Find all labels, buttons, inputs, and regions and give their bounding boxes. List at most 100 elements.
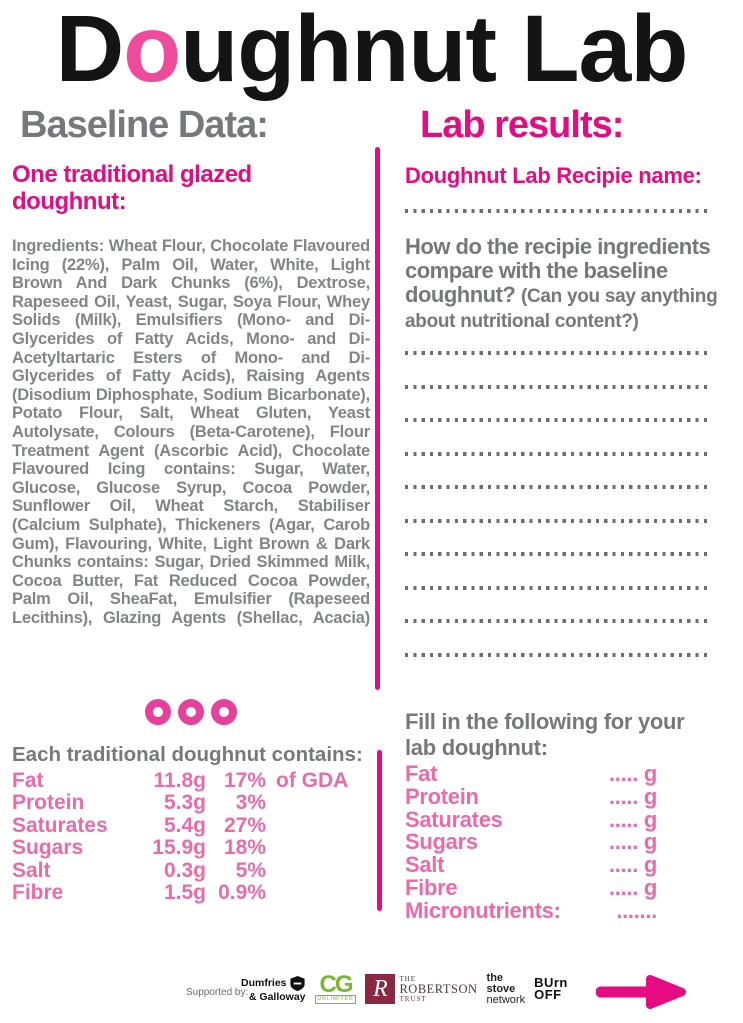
nutrient-name: Salt (12, 858, 51, 882)
nutrition-row: Salt 0.3g 5% (12, 858, 370, 882)
fill-value: ..... g (608, 829, 657, 855)
nutrient-amount: 15.9g (152, 836, 206, 860)
nutrition-table: Fat 11.8g 17% of GDA Protein 5.3g 3% Sat… (12, 769, 370, 904)
supported-by-label: Supported by: (186, 987, 249, 998)
answer-line (405, 518, 708, 523)
answer-line (405, 552, 708, 556)
doughnut-icons-row (12, 699, 370, 725)
fill-value: ..... g (608, 761, 657, 786)
answer-line (405, 451, 708, 456)
nutrient-amount: 1.5g (163, 880, 206, 904)
fill-name: Fibre (405, 874, 458, 900)
fill-row: Fibre ..... g (405, 874, 657, 900)
fill-value: ..... g (608, 874, 657, 900)
stove-network: network (486, 993, 526, 1006)
cg-sub-text: UNLIMITED (314, 994, 357, 1004)
title-prefix: D (55, 0, 125, 102)
fill-in-table: Fat ..... g Protein ..... g Saturates ..… (405, 761, 657, 923)
dumfries-crest-icon (289, 975, 305, 992)
title-suffix: ughnut Lab (180, 0, 688, 102)
burn-text: BUrn (534, 975, 568, 990)
nutrient-gda-percent: 3% (235, 791, 266, 815)
nutrient-name: Saturates (12, 813, 108, 837)
gda-suffix (266, 815, 370, 837)
robertson-trust-logo: R THE ROBERTSON TRUST (365, 974, 477, 1004)
compare-question: How do the recipie ingredients compare w… (405, 235, 723, 334)
recipe-name-label: Doughnut Lab Recipie name: (405, 163, 702, 188)
fill-name: Salt (405, 852, 445, 878)
nutrition-row: Fibre 1.5g 0.9% (12, 880, 370, 904)
contains-heading: Each traditional doughnut contains: (12, 743, 363, 766)
fill-name: Sugars (405, 829, 478, 855)
nutrient-gda-percent: 27% (223, 813, 266, 837)
answer-line (405, 351, 708, 355)
gda-suffix: of GDA (276, 769, 349, 792)
fill-name: Saturates (405, 806, 503, 832)
nutrient-name: Fibre (12, 880, 64, 904)
gda-suffix (266, 792, 370, 814)
dumfries-text: Dumfries (241, 977, 287, 989)
fill-value: ..... g (608, 806, 657, 832)
fill-row: Fat ..... g (405, 761, 657, 786)
nutrient-name: Fat (12, 769, 44, 792)
robertson-r-icon: R (365, 974, 396, 1004)
cg-unlimited-logo: CG UNLIMITED (314, 970, 357, 1004)
answer-line (405, 418, 708, 422)
nutrient-amount: 0.3g (163, 858, 206, 882)
gda-suffix (266, 837, 370, 859)
nutrient-gda-percent: 5% (235, 858, 266, 882)
column-divider-bottom (377, 750, 382, 911)
cg-mark: CG (319, 970, 353, 998)
answer-line (405, 485, 708, 489)
nutrition-row: Fat 11.8g 17% of GDA (12, 769, 370, 792)
fill-row: Salt ..... g (405, 852, 657, 878)
fill-value: ....... (616, 897, 657, 923)
nutrient-amount: 5.3g (163, 791, 206, 815)
page-title: Doughnut Lab (0, 2, 743, 97)
column-divider-top (375, 147, 380, 690)
nutrient-amount: 5.4g (163, 813, 206, 837)
fill-name: Fat (405, 761, 438, 786)
nutrient-gda-percent: 17% (223, 769, 266, 792)
nutrient-name: Sugars (12, 836, 84, 860)
answer-line (405, 384, 708, 389)
fill-row: Protein ..... g (405, 783, 657, 809)
answer-line (405, 652, 708, 657)
doughnut-icon (145, 699, 171, 725)
next-arrow-icon (596, 975, 686, 1009)
fill-value: ..... g (608, 783, 657, 809)
doughnut-icon (211, 699, 237, 725)
baseline-subheading: One traditional glazed doughnut: (12, 161, 252, 215)
fill-name: Micronutrients: (405, 897, 561, 923)
galloway-text: & Galloway (248, 991, 306, 1003)
nutrition-row: Saturates 5.4g 27% (12, 813, 370, 837)
fill-row: Sugars ..... g (405, 831, 657, 854)
fill-in-heading: Fill in the following for your lab dough… (405, 709, 685, 760)
ingredients-paragraph: Ingredients: Wheat Flour, Chocolate Flav… (12, 237, 370, 627)
off-text: OFF (534, 987, 562, 1002)
question-text: How do the recipie ingredients compare w… (405, 234, 711, 307)
nutrition-row: Sugars 15.9g 18% (12, 836, 370, 860)
lab-results-heading: Lab results: (420, 104, 624, 146)
stove-the: the (486, 971, 504, 984)
title-doughnut-o: o (123, 0, 181, 102)
dumfries-galloway-logo: Dumfries & Galloway (241, 975, 306, 1003)
burn-off-logo: BUrn OFF (534, 975, 568, 1002)
stove-network-logo: the stove network (486, 971, 526, 1006)
nutrient-gda-percent: 18% (223, 836, 266, 860)
nutrient-name: Protein (12, 791, 85, 815)
robertson-the: THE (399, 974, 417, 983)
answer-lines-area (405, 351, 708, 686)
answer-line (405, 619, 708, 623)
fill-name: Protein (405, 783, 479, 809)
nutrient-gda-percent: 0.9% (218, 880, 266, 904)
sponsor-logos: Dumfries & Galloway CG UNLIMITED R THE R… (241, 966, 568, 1012)
robertson-trust: TRUST (399, 994, 427, 1003)
gda-suffix (266, 882, 370, 904)
fill-row: Saturates ..... g (405, 806, 657, 832)
answer-line (405, 585, 708, 590)
stove-stove: stove (486, 982, 516, 995)
fill-value: ..... g (608, 852, 657, 878)
doughnut-icon (178, 699, 204, 725)
recipe-name-line (405, 209, 708, 213)
